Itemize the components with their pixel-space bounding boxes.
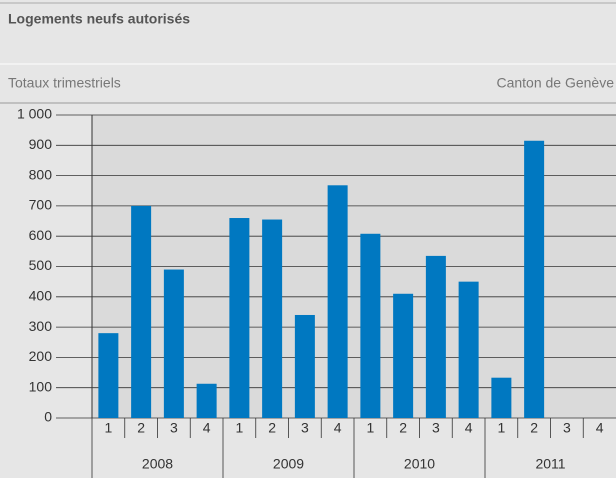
year-label: 2011 [535, 456, 565, 472]
x-tick-label: 2 [399, 420, 407, 436]
x-tick-label: 4 [203, 420, 211, 436]
chart-title: Logements neufs autorisés [8, 11, 190, 27]
x-tick-label: 4 [465, 420, 473, 436]
y-tick-label: 500 [29, 257, 53, 273]
y-tick-label: 300 [29, 318, 53, 334]
x-tick-label: 1 [235, 420, 243, 436]
x-tick-label: 4 [596, 420, 604, 436]
bar [524, 140, 545, 418]
y-tick-label: 200 [29, 348, 53, 364]
chart-subtitle: Totaux trimestriels [8, 75, 121, 91]
x-tick-label: 3 [563, 420, 571, 436]
y-tick-label: 800 [29, 166, 53, 182]
x-tick-label: 4 [334, 420, 342, 436]
x-tick-label: 3 [170, 420, 178, 436]
x-tick-label: 1 [497, 420, 505, 436]
bar [98, 333, 119, 418]
bar [229, 218, 250, 418]
bar [458, 281, 479, 418]
y-tick-label: 900 [29, 136, 53, 152]
y-tick-label: 600 [29, 227, 53, 243]
x-tick-label: 2 [137, 420, 145, 436]
year-label: 2010 [404, 456, 435, 472]
bar [491, 377, 512, 418]
year-label: 2008 [142, 456, 173, 472]
bar [131, 205, 152, 418]
x-tick-label: 1 [366, 420, 374, 436]
bar [327, 185, 348, 418]
bar [163, 269, 184, 418]
bar [360, 233, 381, 418]
bar [294, 314, 315, 418]
y-tick-label: 700 [29, 197, 53, 213]
bar [196, 383, 217, 418]
x-tick-label: 3 [432, 420, 440, 436]
x-tick-label: 2 [268, 420, 276, 436]
region-label: Canton de Genève [496, 75, 614, 91]
y-tick-label: 1 000 [17, 106, 52, 122]
bar [262, 219, 283, 418]
y-tick-label: 100 [29, 378, 53, 394]
x-tick-label: 2 [530, 420, 538, 436]
year-label: 2009 [273, 456, 304, 472]
y-tick-label: 0 [44, 409, 52, 425]
bar [425, 255, 446, 418]
bar [393, 293, 414, 418]
x-tick-label: 1 [104, 420, 112, 436]
x-tick-label: 3 [301, 420, 309, 436]
y-tick-label: 400 [29, 288, 53, 304]
